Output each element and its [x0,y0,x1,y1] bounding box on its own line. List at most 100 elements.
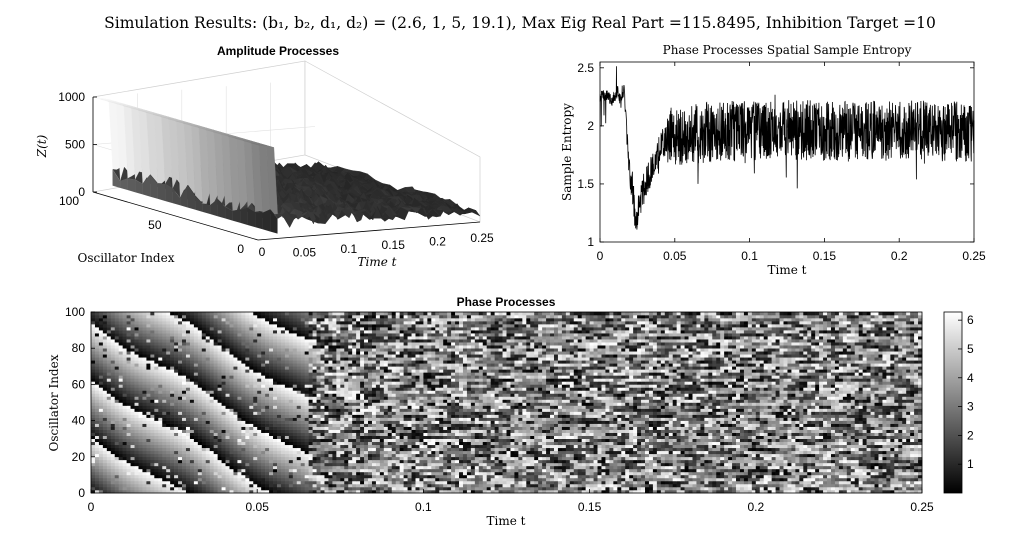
phase-heatmap-cell [459,450,464,455]
phase-heatmap-cell [613,447,618,452]
phase-heatmap-cell [712,450,717,455]
phase-heatmap-cell [178,441,183,446]
phase-heatmap-cell [557,474,563,479]
phase-heatmap-cell [348,456,353,461]
phase-heatmap-cell [447,480,452,485]
phase-heatmap-cell [593,447,598,452]
phase-heatmap-cell [185,471,191,476]
phase-heatmap-cell [716,471,721,476]
phase-heatmap-cell [557,483,563,488]
phase-heatmap-cell [739,480,745,485]
phase-heatmap-cell [130,477,135,482]
phase-heatmap-cell [122,474,127,479]
phase-heatmap-cell [245,486,250,491]
phase-heatmap-cell [407,471,412,476]
phase-heatmap-cell [174,438,179,443]
phase-heatmap-cell [407,447,412,452]
phase-heatmap-cell [316,450,321,455]
phase-heatmap-cell [890,480,895,485]
phase-heatmap-cell [633,471,638,476]
phase-heatmap-cell [577,480,582,485]
phase-heatmap-cell [546,456,551,461]
phase-heatmap-cell [787,477,792,482]
phase-heatmap-cell [332,444,337,449]
phase-heatmap-cell [415,483,420,488]
phase-heatmap-cell [225,438,230,443]
phase-heatmap-cell [553,462,559,467]
phase-heatmap-cell [364,462,369,467]
phase-heatmap-cell [280,438,286,443]
phase-heatmap-cell [589,444,594,449]
phase-heatmap-cell [739,453,745,458]
phase-heatmap-cell [593,480,598,485]
phase-heatmap-cell [510,441,515,446]
phase-heatmap-cell [296,447,302,452]
phase-heatmap-cell [340,468,345,473]
phase-heatmap-cell [110,471,116,476]
phase-heatmap-cell [142,474,147,479]
phase-heatmap-cell [898,450,903,455]
phase-heatmap-cell [371,456,377,461]
phase-heatmap-cell [423,486,428,491]
phase-heatmap-cell [546,453,551,458]
phase-heatmap-cell [118,438,123,443]
phase-heatmap-cell [815,441,820,446]
phase-heatmap-cell [672,477,677,482]
phase-heatmap-cell [435,459,440,464]
phase-heatmap-cell [126,447,131,452]
phase-heatmap-cell [178,480,183,485]
phase-heatmap-cell [728,483,733,488]
phase-heatmap-cell [249,462,254,467]
phase-heatmap-cell [379,474,385,479]
phase-heatmap-cell [419,474,424,479]
phase-heatmap-cell [645,486,650,491]
phase-heatmap-cell [791,474,796,479]
phase-heatmap-cell [878,486,883,491]
phase-heatmap-cell [205,453,211,458]
phase-heatmap-cell [882,450,887,455]
phase-heatmap-cell [577,477,582,482]
phase-heatmap-cell [371,471,377,476]
phase-heatmap-cell [672,453,677,458]
phase-heatmap-cell [569,447,575,452]
phase-heatmap-cell [716,456,721,461]
phase-heatmap-cell [142,456,147,461]
phase-heatmap-cell [692,444,697,449]
phase-heatmap-cell [522,477,527,482]
phase-heatmap-cell [910,444,915,449]
phase-heatmap-cell [724,444,729,449]
phase-heatmap-cell [391,441,396,446]
phase-heatmap-cell [569,438,575,443]
phase-heatmap-cell [514,468,519,473]
phase-heatmap-cell [526,453,531,458]
phase-heatmap-cell [261,450,266,455]
phase-heatmap-cell [573,486,579,491]
phase-heatmap-cell [775,441,780,446]
phase-heatmap-cell [696,450,701,455]
phase-heatmap-cell [641,471,646,476]
phase-heatmap-cell [162,447,167,452]
phase-heatmap-cell [886,483,891,488]
phase-heatmap-cell [664,474,670,479]
phase-heatmap-cell [506,453,511,458]
phase-heatmap-cell [755,477,761,482]
phase-heatmap-cell [739,468,745,473]
phase-heatmap-cell [98,486,104,491]
phase-heatmap-cell [324,483,329,488]
phase-heatmap-cell [597,471,602,476]
phase-heatmap-cell [597,474,602,479]
phase-heatmap-cell [348,447,353,452]
phase-heatmap-cell [858,483,863,488]
phase-heatmap-cell [846,441,852,446]
phase-heatmap-cell [340,450,345,455]
phase-heatmap-cell [423,480,428,485]
phase-heatmap-cell [98,447,104,452]
phase-heatmap-cell [739,477,745,482]
phase-heatmap-cell [193,483,199,488]
phase-heatmap-cell [834,483,840,488]
phase-heatmap-cell [894,459,899,464]
phase-heatmap-cell [743,480,749,485]
phase-heatmap-cell [759,444,765,449]
phase-heatmap-cell [102,462,108,467]
phase-heatmap-cell [550,456,555,461]
